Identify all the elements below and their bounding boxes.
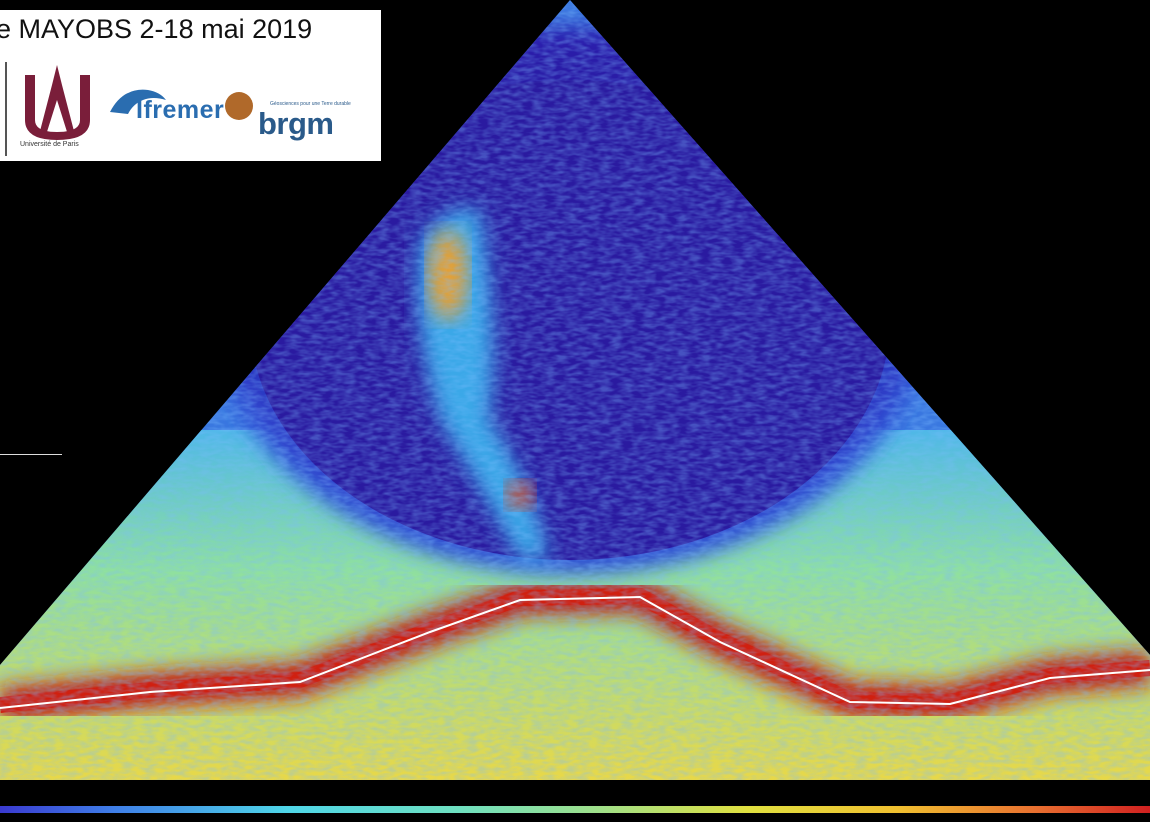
universite-de-paris-label: Université de Paris xyxy=(20,141,79,148)
campaign-title: e MAYOBS 2-18 mai 2019 xyxy=(0,14,313,44)
brgm-mark-icon xyxy=(225,92,253,120)
ifremer-dolphin-icon xyxy=(110,89,166,114)
ifremer-logo: Ifremer xyxy=(136,96,225,124)
header-banner: e MAYOBS 2-18 mai 2019 Université de Par… xyxy=(0,10,381,161)
universite-de-paris-logo xyxy=(25,65,90,140)
brgm-logo: brgm xyxy=(258,106,334,141)
divider xyxy=(5,62,7,156)
marker-line xyxy=(0,454,62,455)
seafloor-line xyxy=(0,595,1150,709)
colorbar xyxy=(0,806,1150,813)
brgm-tagline: Géosciences pour une Terre durable xyxy=(270,101,351,107)
